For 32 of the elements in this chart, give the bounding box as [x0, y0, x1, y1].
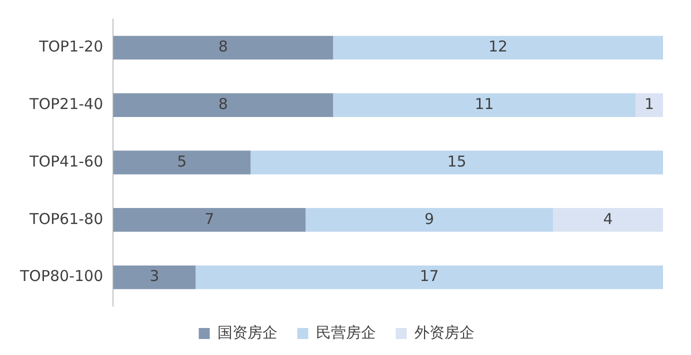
data-label: 8 [218, 38, 228, 56]
bar [553, 208, 663, 232]
data-label: 7 [204, 210, 214, 228]
y-tick-label: TOP1-20 [38, 38, 104, 56]
bar [113, 150, 251, 174]
data-label: 12 [488, 38, 508, 56]
data-label: 9 [424, 210, 434, 228]
bar [113, 265, 196, 290]
y-tick-label: TOP61-80 [28, 210, 104, 228]
bar [306, 208, 554, 232]
legend-label: 民营房企 [316, 323, 376, 342]
bar [113, 208, 306, 232]
data-label: 5 [177, 152, 187, 170]
legend-label: 外资房企 [414, 323, 474, 342]
data-label: 17 [420, 267, 439, 286]
legend-label: 国资房企 [217, 323, 278, 342]
data-label: 3 [150, 267, 160, 286]
bar [113, 36, 334, 60]
data-label: 11 [474, 94, 494, 113]
data-label: 1 [644, 94, 654, 113]
data-label: 15 [447, 152, 466, 170]
bar [196, 265, 663, 290]
bar [636, 93, 663, 117]
y-tick-label: TOP21-40 [28, 94, 104, 113]
y-tick-label: TOP41-60 [28, 152, 104, 170]
data-label: 8 [218, 94, 228, 113]
y-tick-label: TOP80-100 [18, 267, 104, 286]
bar [250, 150, 663, 174]
bar [333, 36, 663, 60]
bar [333, 93, 636, 117]
bar [113, 93, 334, 117]
data-label: 4 [603, 210, 613, 228]
